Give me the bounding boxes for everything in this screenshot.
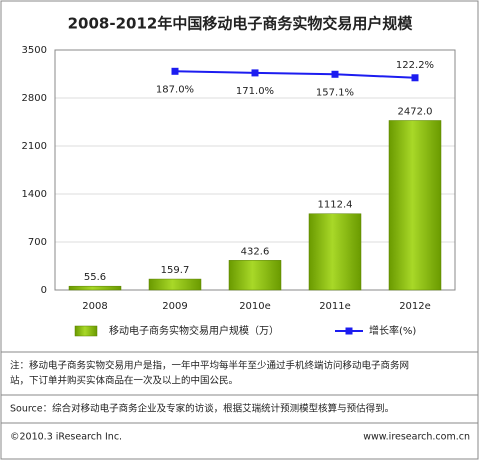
y-tick-label: 1400 xyxy=(22,189,47,200)
x-tick-label: 2012e xyxy=(399,301,431,312)
x-tick-label: 2010e xyxy=(239,301,271,312)
y-tick-label: 700 xyxy=(28,237,47,248)
y-tick-label: 0 xyxy=(41,285,47,296)
data-label: 159.7 xyxy=(161,265,190,276)
bar xyxy=(148,278,202,291)
legend-label: 增长率(%) xyxy=(369,324,416,337)
marker xyxy=(331,70,339,78)
copyright: ©2010.3 iResearch Inc. xyxy=(10,432,122,443)
legend-label: 移动电子商务实物交易用户规模（万） xyxy=(109,324,279,337)
chart-title: 2008-2012年中国移动电子商务实物交易用户规模 xyxy=(68,15,414,33)
data-label: 1112.4 xyxy=(318,200,353,211)
marker xyxy=(171,67,179,75)
note: 站，下订单并购买实体商品在一次及以上的中国公民。 xyxy=(10,375,238,387)
data-label: 122.2% xyxy=(396,60,434,71)
legend-swatch xyxy=(345,327,353,335)
bar xyxy=(228,260,282,291)
x-tick-label: 2008 xyxy=(82,301,107,312)
bar xyxy=(308,213,362,291)
x-tick-label: 2009 xyxy=(162,301,187,312)
note: 注：移动电子商务实物交易用户是指，一年中平均每半年至少通过手机终端访问移动电子商… xyxy=(10,360,409,372)
y-tick-label: 2100 xyxy=(22,141,47,152)
bar xyxy=(68,285,122,291)
marker xyxy=(411,74,419,82)
data-label: 2472.0 xyxy=(398,106,433,117)
source: Source：综合对移动电子商务企业及专家的访谈，根据艾瑞统计预测模型核算与预估… xyxy=(10,403,394,415)
line xyxy=(174,70,416,79)
data-label: 171.0% xyxy=(236,86,274,97)
x-tick-label: 2011e xyxy=(319,301,351,312)
website: www.iresearch.com.cn xyxy=(363,432,470,443)
data-label: 55.6 xyxy=(84,272,106,283)
data-label: 432.6 xyxy=(241,246,270,257)
marker xyxy=(251,69,259,77)
y-tick-label: 2800 xyxy=(22,93,47,104)
data-label: 157.1% xyxy=(316,87,354,98)
y-tick-label: 3500 xyxy=(22,45,47,56)
legend-swatch xyxy=(74,325,98,337)
data-label: 187.0% xyxy=(156,84,194,95)
bar xyxy=(388,120,442,291)
